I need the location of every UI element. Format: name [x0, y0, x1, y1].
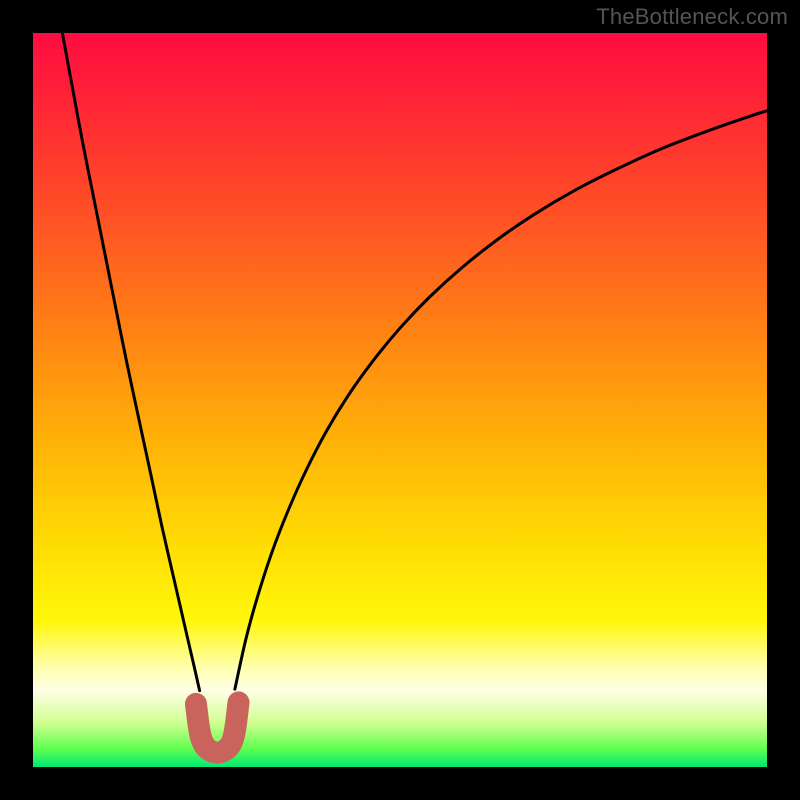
bottleneck-chart	[0, 0, 800, 800]
plot-background	[33, 33, 767, 767]
watermark-text: TheBottleneck.com	[596, 4, 788, 30]
